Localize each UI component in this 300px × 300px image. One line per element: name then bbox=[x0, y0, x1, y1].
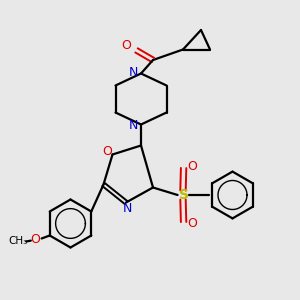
Text: N: N bbox=[123, 202, 132, 215]
Text: N: N bbox=[129, 118, 138, 132]
Text: S: S bbox=[179, 188, 189, 202]
Text: O: O bbox=[122, 39, 131, 52]
Text: O: O bbox=[102, 145, 112, 158]
Text: CH₃: CH₃ bbox=[9, 236, 28, 247]
Text: N: N bbox=[129, 66, 138, 80]
Text: O: O bbox=[187, 160, 197, 173]
Text: O: O bbox=[30, 233, 40, 246]
Text: O: O bbox=[187, 217, 197, 230]
